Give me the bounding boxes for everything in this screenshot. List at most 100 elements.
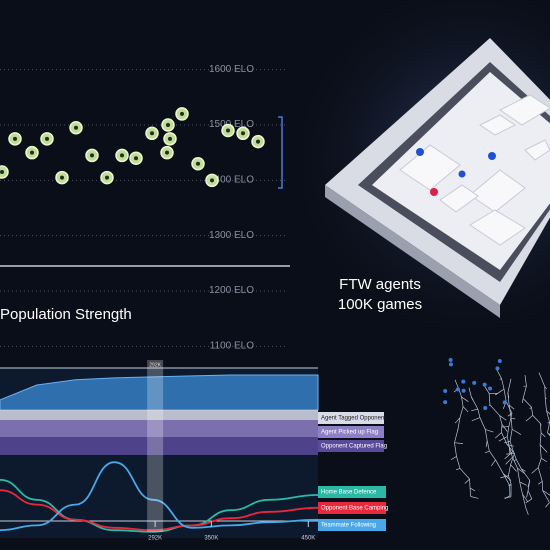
edge xyxy=(450,456,457,461)
point-center xyxy=(241,131,245,136)
edge xyxy=(525,415,533,422)
edge xyxy=(496,369,502,379)
legend-box xyxy=(318,412,384,424)
legend-label: Opponent Base Camping xyxy=(321,506,388,512)
edge xyxy=(526,490,529,498)
edge xyxy=(489,404,500,416)
edge xyxy=(459,468,470,480)
edge xyxy=(508,405,512,419)
edge xyxy=(522,398,532,408)
edge xyxy=(545,502,550,508)
edge xyxy=(510,453,515,465)
legend-label: Home Base Defence xyxy=(321,490,377,496)
point-center xyxy=(168,136,172,141)
edge xyxy=(455,468,461,471)
legend-label: Opponent Captured Flag xyxy=(321,444,387,450)
edge xyxy=(454,379,459,389)
edge xyxy=(505,456,513,465)
edge xyxy=(484,429,488,441)
x-tick-label: 292K xyxy=(148,536,162,542)
point-center xyxy=(166,123,170,127)
point-center xyxy=(30,150,34,155)
node xyxy=(472,380,477,385)
edge xyxy=(470,496,479,499)
edge xyxy=(499,415,503,425)
edge xyxy=(522,385,527,399)
point-center xyxy=(105,175,109,180)
edge xyxy=(532,415,541,424)
edge xyxy=(471,408,478,412)
legend-box xyxy=(318,502,386,514)
edge xyxy=(511,428,522,435)
edge xyxy=(504,450,514,460)
edge xyxy=(505,401,513,414)
edge xyxy=(544,397,547,411)
edge xyxy=(503,473,510,486)
edge xyxy=(525,498,533,504)
edge xyxy=(519,481,523,495)
edge xyxy=(498,436,508,442)
edge xyxy=(499,415,507,421)
edge xyxy=(508,475,512,485)
edge xyxy=(540,423,542,433)
point-center xyxy=(210,178,214,183)
edge xyxy=(546,410,550,423)
edge xyxy=(507,392,510,406)
edge xyxy=(510,418,513,430)
edge xyxy=(485,429,494,433)
point-center xyxy=(120,153,124,158)
chart-title: Population Strength xyxy=(0,306,132,323)
edge xyxy=(503,388,507,402)
edge xyxy=(462,406,469,413)
point-center xyxy=(165,150,169,155)
legend-box xyxy=(318,426,384,438)
edge xyxy=(495,432,502,439)
edge xyxy=(512,457,518,469)
edge xyxy=(509,429,513,442)
band xyxy=(0,437,318,455)
edge xyxy=(514,459,517,462)
point-center xyxy=(45,136,49,141)
edge xyxy=(469,487,472,497)
node xyxy=(443,400,448,405)
edge xyxy=(508,446,513,458)
edge xyxy=(486,440,490,452)
edge xyxy=(539,444,542,459)
edge xyxy=(461,396,464,407)
edge xyxy=(469,487,476,492)
edge xyxy=(501,378,505,390)
highlight xyxy=(147,360,164,532)
edge xyxy=(479,417,486,430)
edge xyxy=(517,467,526,474)
y-tick-label: 1400 ELO xyxy=(209,174,254,185)
edge xyxy=(471,396,479,410)
edge xyxy=(464,478,470,484)
y-tick-label: 1500 ELO xyxy=(209,119,254,130)
edge xyxy=(471,417,481,422)
legend-box xyxy=(318,519,386,531)
x-tick-label: 350K xyxy=(204,536,218,542)
edge xyxy=(522,494,528,502)
edge xyxy=(509,441,514,452)
node xyxy=(495,366,500,371)
edge xyxy=(501,426,509,428)
edge xyxy=(547,432,550,437)
point-center xyxy=(196,161,200,166)
edge xyxy=(537,458,542,468)
legend-box xyxy=(318,486,386,498)
edge xyxy=(504,496,512,499)
node xyxy=(461,388,466,393)
y-tick-label: 1300 ELO xyxy=(209,230,254,241)
edge xyxy=(519,481,527,486)
edge xyxy=(542,490,550,503)
edge xyxy=(488,393,491,405)
edge xyxy=(500,475,509,479)
node xyxy=(461,379,466,384)
edge xyxy=(508,483,512,487)
edge xyxy=(506,444,514,447)
edge xyxy=(542,490,550,496)
edge xyxy=(517,468,521,483)
legend-box xyxy=(318,440,384,452)
edge xyxy=(454,417,461,424)
